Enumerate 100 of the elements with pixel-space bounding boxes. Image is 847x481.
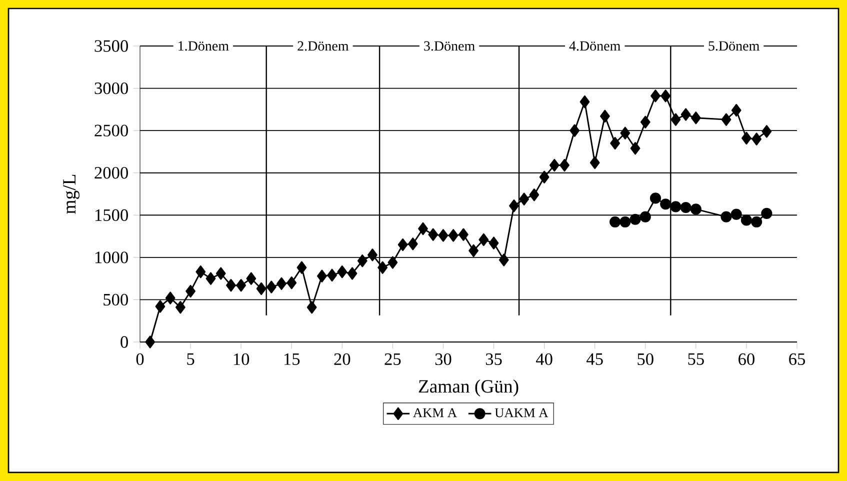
x-tick-label: 60: [738, 353, 754, 366]
point: [740, 214, 752, 226]
point: [630, 214, 641, 225]
x-tick-label: 0: [136, 353, 144, 366]
point: [730, 208, 742, 220]
annotation: 4.Dönem: [569, 41, 620, 51]
x-tick-label: 65: [789, 353, 805, 366]
point: [145, 336, 156, 348]
y-tick-label: 1000: [95, 252, 128, 264]
point: [155, 300, 166, 313]
point: [670, 201, 682, 212]
point: [519, 192, 530, 206]
point: [408, 238, 418, 250]
point: [549, 158, 560, 172]
point: [216, 267, 226, 280]
point: [368, 248, 378, 262]
y-tick-label: 3000: [94, 82, 128, 94]
point: [327, 268, 337, 282]
point: [266, 280, 276, 294]
annotation: 3.Dönem: [424, 41, 475, 51]
point: [660, 90, 671, 102]
point: [680, 108, 691, 121]
legend-label: UAKM A: [494, 408, 548, 418]
point: [165, 292, 176, 304]
point: [650, 192, 662, 204]
point: [590, 156, 600, 170]
point: [539, 170, 550, 184]
point: [296, 261, 307, 274]
annotation: 1.Dönem: [178, 41, 229, 51]
y-tick-label: 1500: [95, 209, 128, 221]
point: [762, 125, 772, 138]
point: [347, 267, 358, 280]
point: [418, 222, 428, 235]
point: [560, 158, 570, 172]
point: [670, 113, 681, 126]
point: [721, 113, 732, 126]
point: [751, 216, 762, 228]
point: [398, 238, 408, 252]
legend-label: AKM A: [413, 408, 457, 418]
point: [246, 272, 256, 285]
point: [428, 228, 438, 241]
point: [620, 126, 630, 140]
point: [206, 272, 216, 285]
point: [640, 116, 650, 128]
point: [620, 216, 631, 228]
point: [357, 254, 368, 268]
x-tick-label: 20: [334, 353, 350, 366]
point: [378, 261, 388, 274]
point: [448, 229, 458, 242]
point: [742, 132, 752, 145]
point: [236, 278, 246, 292]
annotation: 5.Dönem: [708, 41, 760, 51]
x-tick-label: 15: [284, 353, 300, 365]
point: [630, 142, 640, 155]
point: [640, 211, 651, 222]
x-tick-label: 50: [638, 353, 654, 366]
point: [570, 124, 580, 137]
y-axis-title: mg/L: [63, 174, 80, 214]
point: [761, 208, 772, 219]
x-tick-label: 5: [187, 353, 194, 365]
y-tick-label: 2000: [94, 167, 128, 179]
x-tick-label: 45: [586, 353, 603, 365]
y-tick-label: 0: [120, 336, 128, 348]
point: [690, 112, 701, 124]
point: [660, 198, 672, 210]
point: [337, 265, 348, 278]
point: [286, 276, 297, 290]
point: [438, 229, 448, 242]
point: [176, 300, 186, 314]
point: [731, 104, 742, 117]
point: [226, 278, 236, 292]
point: [256, 282, 266, 296]
x-tick-label: 55: [688, 353, 704, 365]
x-tick-label: 40: [536, 353, 552, 366]
point: [186, 284, 196, 298]
y-tick-label: 3500: [94, 40, 128, 52]
x-tick-label: 10: [234, 353, 250, 366]
point: [720, 211, 732, 222]
point: [458, 228, 468, 241]
point: [317, 270, 327, 282]
y-tick-label: 500: [104, 294, 128, 306]
x-axis-title: Zaman (Gün): [418, 380, 518, 396]
point: [752, 132, 762, 146]
x-tick-label: 30: [435, 353, 452, 366]
point: [529, 188, 540, 202]
y-tick-label: 2500: [94, 124, 128, 136]
point: [580, 95, 590, 108]
point: [196, 265, 206, 278]
point: [478, 233, 489, 246]
point: [600, 110, 610, 123]
point: [690, 204, 702, 215]
point: [488, 236, 499, 250]
point: [650, 90, 660, 102]
point: [509, 199, 519, 212]
point: [306, 300, 317, 314]
x-tick-label: 25: [384, 353, 401, 366]
point: [610, 136, 620, 150]
point: [610, 216, 621, 228]
annotation: 2.Dönem: [298, 41, 349, 51]
point: [680, 202, 692, 214]
